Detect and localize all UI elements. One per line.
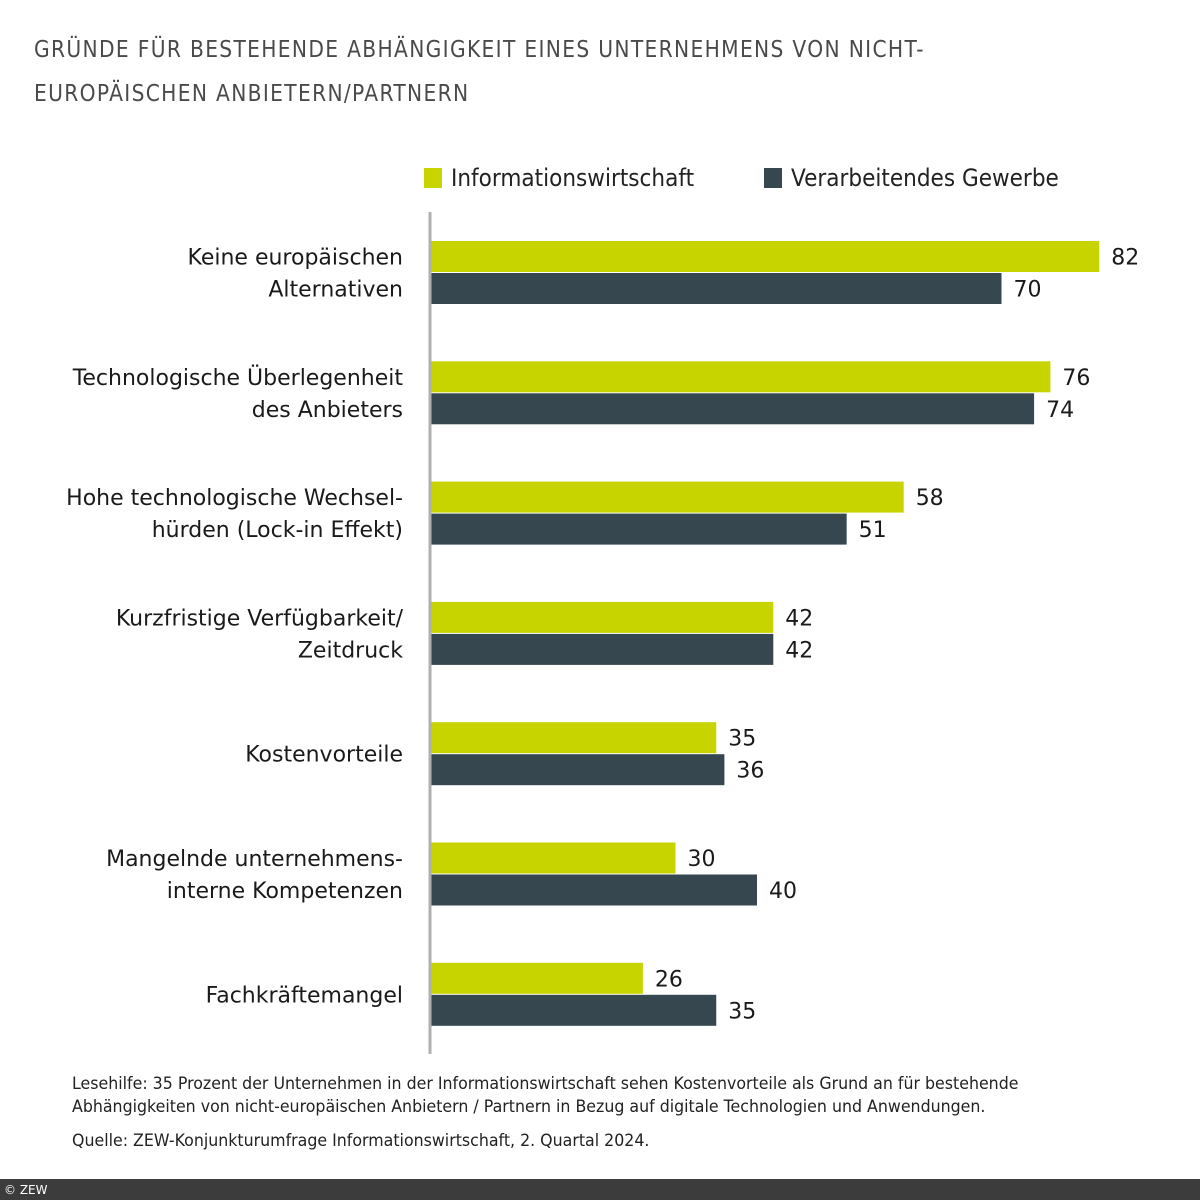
value-label-informationswirtschaft-5: 35 (728, 727, 756, 752)
bar-verarbeitendes-gewerbe-6 (431, 874, 757, 906)
bar-verarbeitendes-gewerbe-4 (431, 633, 774, 665)
category-label-line: des Anbieters (252, 398, 403, 423)
bar-chart: Keine europäischen Alternativen Technologi… (66, 212, 1139, 1054)
value-label-verarbeitendes-gewerbe-5: 36 (736, 759, 764, 784)
chart-title-line-1: GRÜNDE FÜR BESTEHENDE ABHÄNGIGKEIT EINES… (34, 37, 925, 63)
category-label-3: Hohe technologische Wechsel-hürden (Lock… (66, 486, 403, 543)
category-label-line: Kurzfristige Verfügbarkeit/ (116, 606, 404, 631)
legend-swatch-informationswirtschaft (424, 168, 442, 188)
source-note: Quelle: ZEW-Konjunkturumfrage Informatio… (72, 1131, 650, 1151)
category-label-4: Kurzfristige Verfügbarkeit/Zeitdruck (116, 606, 404, 663)
chart-title-line-2: EUROPÄISCHEN ANBIETERN/PARTNERN (34, 81, 470, 107)
bar-verarbeitendes-gewerbe-3 (431, 513, 847, 545)
chart-title: GRÜNDE FÜR BESTEHENDE ABHÄNGIGKEIT EINES… (34, 28, 1037, 116)
legend-label-informationswirtschaft: Informationswirtschaft (451, 164, 695, 192)
category-label-line: Kostenvorteile (245, 743, 403, 768)
category-label-line: Fachkräftemangel (206, 983, 403, 1008)
value-label-informationswirtschaft-3: 58 (916, 486, 944, 511)
copyright-label: © ZEW (4, 1183, 48, 1197)
value-label-informationswirtschaft-2: 76 (1062, 366, 1090, 391)
legend: Informationswirtschaft Verarbeitendes Ge… (424, 160, 1132, 196)
category-labels: Keine europäischen Alternativen Technologi… (66, 246, 403, 1009)
legend-item-informationswirtschaft: Informationswirtschaft (424, 164, 694, 192)
legend-label-verarbeitendes-gewerbe: Verarbeitendes Gewerbe (791, 164, 1059, 192)
value-label-verarbeitendes-gewerbe-1: 70 (1014, 278, 1042, 303)
bar-informationswirtschaft-5 (431, 722, 717, 754)
legend-item-verarbeitendes-gewerbe: Verarbeitendes Gewerbe (764, 164, 1059, 192)
category-label-6: Mangelnde unternehmens-interne Kompetenz… (106, 847, 403, 904)
value-label-informationswirtschaft-1: 82 (1111, 246, 1139, 271)
footer-bar: © ZEW (0, 1179, 1200, 1200)
bar-verarbeitendes-gewerbe-5 (431, 754, 725, 786)
value-label-verarbeitendes-gewerbe-7: 35 (728, 999, 756, 1024)
category-label-line: Keine europäischen (188, 246, 404, 271)
bar-verarbeitendes-gewerbe-7 (431, 994, 717, 1026)
bar-informationswirtschaft-6 (431, 842, 676, 874)
bars-group (431, 241, 1100, 1026)
category-label-line: Zeitdruck (298, 638, 403, 663)
value-label-verarbeitendes-gewerbe-2: 74 (1046, 398, 1074, 423)
category-label-1: Keine europäischen Alternativen (188, 246, 404, 303)
reading-aid-note: Lesehilfe: 35 Prozent der Unternehmen in… (72, 1074, 1019, 1117)
category-label-7: Fachkräftemangel (206, 983, 403, 1008)
category-label-2: Technologische Überlegenheit des Anbieter… (72, 365, 404, 423)
value-label-verarbeitendes-gewerbe-6: 40 (769, 879, 797, 904)
value-label-verarbeitendes-gewerbe-3: 51 (859, 518, 887, 543)
value-label-informationswirtschaft-6: 30 (688, 847, 716, 872)
category-label-line: interne Kompetenzen (167, 879, 403, 904)
legend-swatch-verarbeitendes-gewerbe (764, 168, 783, 188)
category-label-line: hürden (Lock-in Effekt) (152, 518, 403, 543)
bar-informationswirtschaft-2 (431, 361, 1051, 393)
value-label-verarbeitendes-gewerbe-4: 42 (785, 638, 813, 663)
category-label-line: Alternativen (268, 278, 403, 303)
value-labels: 82 70 76 74 58 51 42 42 35 36 30 40 26 35 (655, 246, 1139, 1025)
bar-informationswirtschaft-1 (431, 241, 1100, 272)
bar-informationswirtschaft-7 (431, 962, 643, 994)
value-label-informationswirtschaft-4: 42 (785, 606, 813, 631)
category-label-line: Hohe technologische Wechsel- (66, 486, 403, 511)
category-label-line: Mangelnde unternehmens- (106, 847, 403, 872)
bar-informationswirtschaft-3 (431, 481, 904, 513)
category-label-line: Technologische Überlegenheit (72, 365, 404, 391)
bar-informationswirtschaft-4 (431, 601, 774, 633)
bar-verarbeitendes-gewerbe-2 (431, 393, 1035, 425)
value-label-informationswirtschaft-7: 26 (655, 967, 683, 992)
bar-verarbeitendes-gewerbe-1 (431, 273, 1002, 304)
category-label-5: Kostenvorteile (245, 743, 403, 768)
